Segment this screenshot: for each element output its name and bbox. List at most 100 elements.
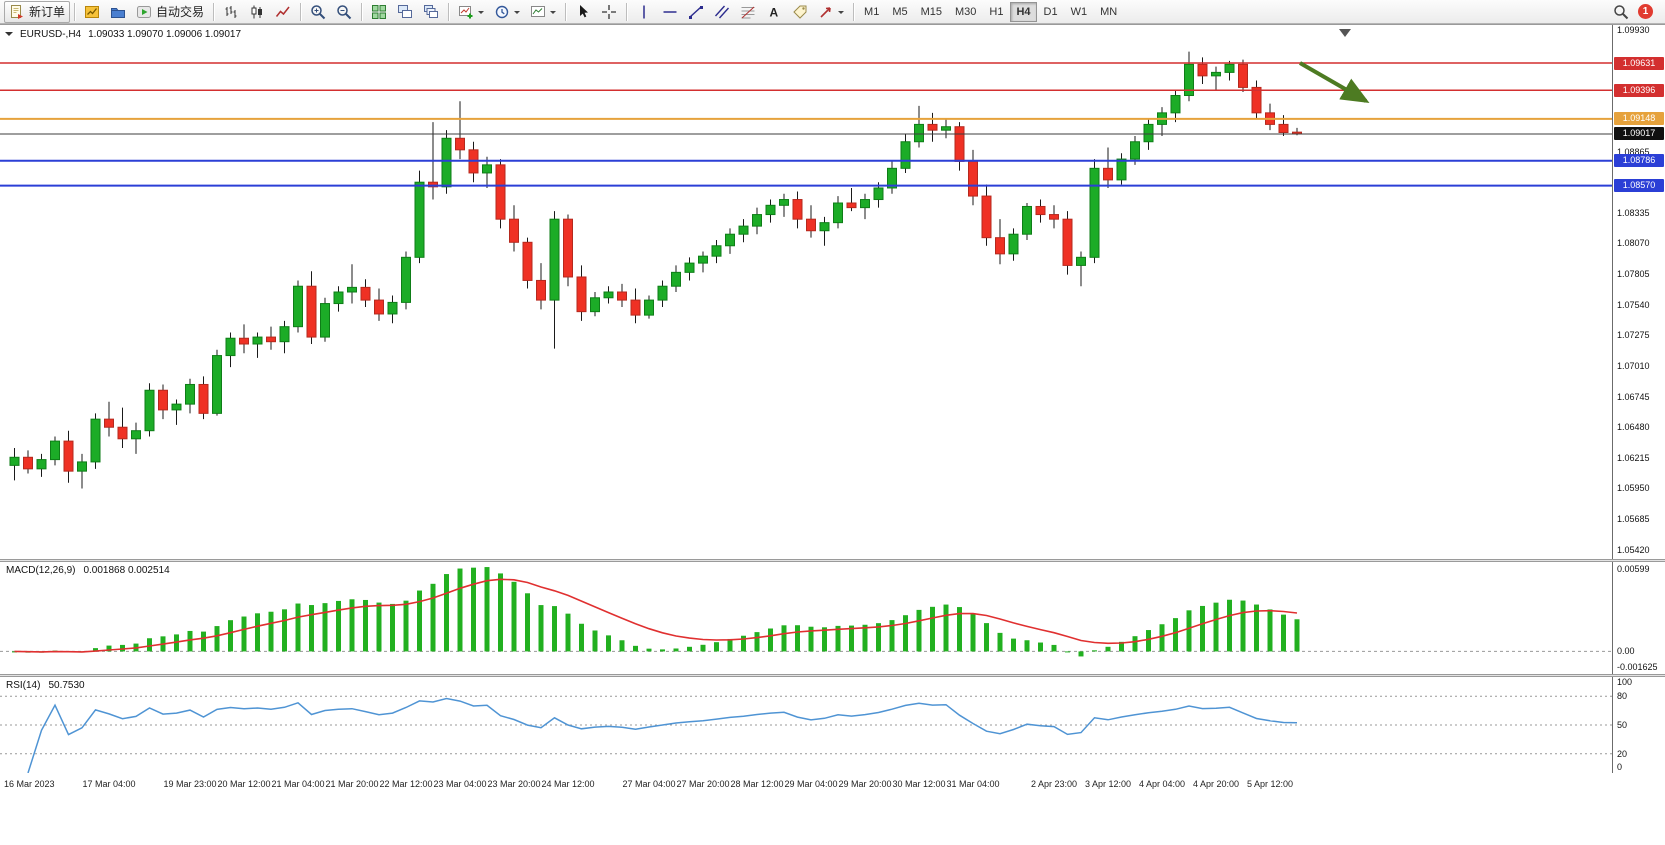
templates-button[interactable] [525, 1, 561, 23]
line-chart-button[interactable] [270, 1, 296, 23]
timeframe-button-m15[interactable]: M15 [915, 2, 948, 22]
candle-body [36, 459, 47, 470]
candle-body [671, 271, 681, 287]
candle-body [1035, 205, 1046, 216]
trendline-tool-button[interactable] [683, 1, 709, 23]
timeframe-button-h1[interactable]: H1 [983, 2, 1009, 22]
macd-histogram-bar [93, 648, 98, 652]
timeframe-button-m30[interactable]: M30 [949, 2, 982, 22]
macd-histogram-bar [727, 638, 733, 652]
indicators-button[interactable] [453, 1, 489, 23]
arrange-windows-button[interactable] [392, 1, 418, 23]
profiles-button[interactable] [105, 1, 131, 23]
line-chart-icon [275, 6, 290, 17]
time-axis-label: 30 Mar 12:00 [892, 779, 946, 789]
toolbar-separator [565, 2, 567, 21]
candle-body [266, 336, 276, 343]
chart-title: EURUSD-,H4 1.09033 1.09070 1.09006 1.090… [5, 28, 241, 40]
main-chart-pane[interactable]: EURUSD-,H4 1.09033 1.09070 1.09006 1.090… [0, 25, 1612, 559]
price-axis[interactable]: 1.09930 1.08865 1.08335 1.08070 1.07805 1.075… [1612, 25, 1665, 559]
candle-body [1049, 214, 1059, 220]
chart-shift-marker[interactable] [1339, 29, 1351, 37]
label-tool-button[interactable] [787, 1, 813, 23]
rsi-pane[interactable]: RSI(14) 50.7530 [0, 677, 1612, 773]
time-axis-label: 21 Mar 20:00 [325, 779, 379, 789]
pane-separator[interactable] [0, 559, 1665, 562]
annotation-arrow[interactable] [1299, 61, 1370, 103]
arrow-shape-icon [820, 6, 831, 18]
periods-button[interactable] [489, 1, 525, 23]
toolbar-separator [448, 2, 450, 21]
rsi-axis-tick: 80 [1617, 691, 1628, 702]
zoom-out-button[interactable] [331, 1, 357, 23]
crosshair-button[interactable] [596, 1, 622, 23]
new-order-button[interactable]: 新订单 [4, 0, 71, 23]
macd-pane[interactable]: MACD(12,26,9) 0.001868 0.002514 [0, 562, 1612, 674]
time-axis-label: 3 Apr 12:00 [1084, 779, 1132, 789]
rsi-axis-tick: 50 [1617, 720, 1628, 730]
new-chart-button[interactable] [79, 1, 105, 23]
candle-body [819, 222, 830, 232]
rsi-canvas[interactable] [0, 677, 1612, 773]
channel-tool-button[interactable] [709, 1, 735, 23]
current-price-badge: 1.09017 [1614, 127, 1664, 141]
macd-histogram-bar [889, 620, 895, 652]
candle-body [927, 123, 938, 131]
autotrading-label: 自动交易 [156, 5, 205, 19]
candle-body [252, 336, 263, 345]
candle-body [90, 418, 101, 463]
chevron-down-icon [514, 11, 521, 17]
macd-histogram-bar [633, 645, 638, 652]
zoom-in-button[interactable] [305, 1, 331, 23]
timeframe-button-m1[interactable]: M1 [858, 2, 885, 22]
search-button[interactable] [1608, 1, 1634, 23]
vertical-line-tool-button[interactable] [631, 1, 657, 23]
price-tick: 1.08335 [1617, 207, 1650, 218]
pane-separator[interactable] [0, 674, 1665, 677]
macd-histogram-bar [862, 624, 868, 652]
macd-histogram-bar [1200, 605, 1205, 652]
candle-body [900, 141, 911, 169]
candle-body [981, 195, 992, 239]
timeframe-button-m5[interactable]: M5 [886, 2, 913, 22]
candle-body [320, 303, 330, 338]
macd-histogram-bar [808, 626, 814, 652]
candlestick-chart-button[interactable] [244, 1, 270, 23]
fibonacci-tool-button[interactable] [735, 1, 761, 23]
macd-axis-tick: 0.00599 [1617, 564, 1650, 574]
time-axis-label: 31 Mar 04:00 [946, 779, 1000, 789]
horizontal-line-tool-button[interactable] [657, 1, 683, 23]
timeframe-button-d1[interactable]: D1 [1038, 2, 1064, 22]
candle-body [77, 461, 87, 472]
autotrading-button[interactable]: 自动交易 [131, 1, 209, 23]
time-axis[interactable]: 16 Mar 2023 17 Mar 04:00 19 Mar 23:00 20 Ma… [0, 773, 1665, 845]
timeframe-button-mn[interactable]: MN [1094, 2, 1123, 22]
tile-windows-button[interactable] [366, 1, 392, 23]
cascade-windows-button[interactable] [418, 1, 444, 23]
search-icon [1614, 4, 1629, 19]
price-chart-canvas[interactable] [0, 25, 1612, 559]
macd-histogram-bar [903, 615, 908, 652]
bar-chart-button[interactable] [218, 1, 244, 23]
candle-body [630, 299, 641, 316]
timeframe-button-h4[interactable]: H4 [1010, 1, 1037, 22]
collapse-icon[interactable] [5, 32, 13, 40]
shapes-tool-button[interactable] [813, 1, 849, 23]
candle-body [725, 233, 735, 247]
macd-histogram-bar [957, 607, 962, 652]
candle-body [698, 255, 708, 264]
svg-text:A: A [770, 5, 779, 19]
notification-badge[interactable]: 1 [1638, 4, 1653, 19]
text-tool-button[interactable]: A [761, 1, 787, 23]
new-chart-icon [85, 5, 100, 18]
candle-body [1022, 205, 1032, 235]
timeframe-button-w1[interactable]: W1 [1065, 2, 1094, 22]
candle-body [995, 237, 1005, 255]
macd-histogram-bar [228, 620, 233, 652]
macd-canvas[interactable] [0, 562, 1612, 674]
macd-histogram-bar [714, 642, 719, 652]
cursor-button[interactable] [570, 1, 596, 23]
candle-body [968, 160, 978, 197]
candle-body [185, 383, 195, 405]
macd-histogram-bar [201, 631, 206, 652]
